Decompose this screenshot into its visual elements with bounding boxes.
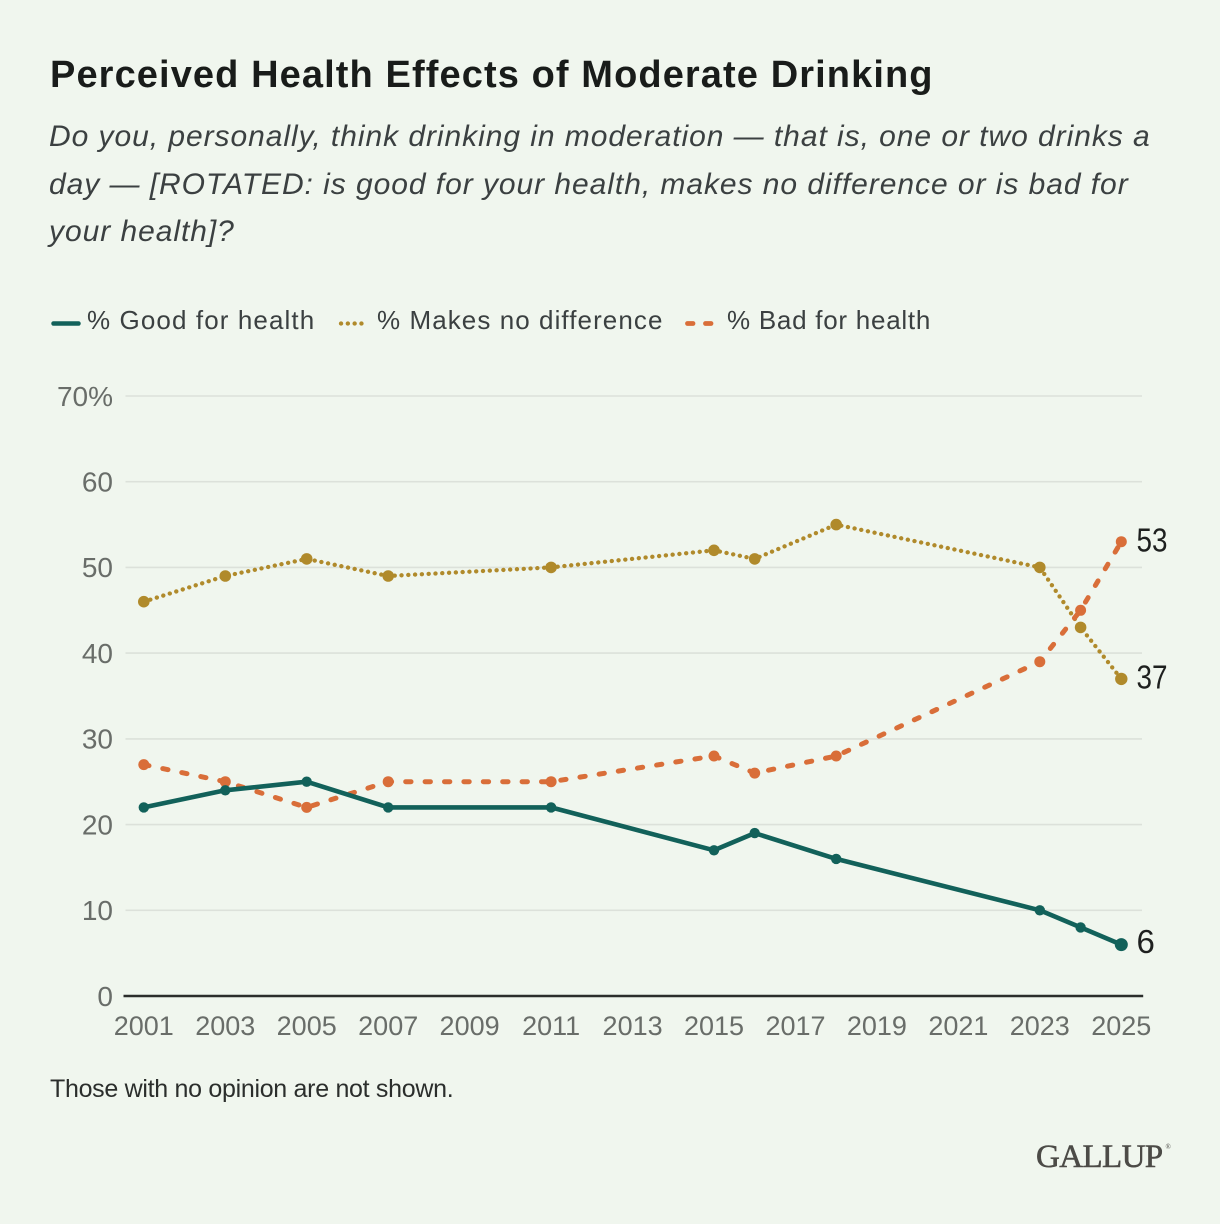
svg-text:2023: 2023 <box>1010 1011 1070 1041</box>
svg-text:2001: 2001 <box>114 1011 174 1041</box>
svg-text:0: 0 <box>97 981 113 1012</box>
svg-text:37: 37 <box>1137 658 1168 695</box>
svg-text:2011: 2011 <box>522 1011 580 1041</box>
svg-text:40: 40 <box>82 638 113 669</box>
svg-text:2005: 2005 <box>277 1011 337 1041</box>
svg-text:2021: 2021 <box>928 1011 988 1041</box>
svg-text:30: 30 <box>82 724 113 755</box>
svg-text:70%: 70% <box>57 381 113 412</box>
svg-text:53: 53 <box>1137 521 1168 558</box>
svg-text:2013: 2013 <box>603 1011 663 1041</box>
svg-text:20: 20 <box>82 809 113 840</box>
svg-text:60: 60 <box>82 467 113 498</box>
svg-text:2017: 2017 <box>765 1011 825 1041</box>
svg-text:2019: 2019 <box>847 1011 907 1041</box>
svg-text:2007: 2007 <box>358 1011 418 1041</box>
svg-text:50: 50 <box>82 552 113 583</box>
svg-text:2015: 2015 <box>684 1011 744 1041</box>
svg-text:2009: 2009 <box>440 1011 500 1041</box>
svg-text:2025: 2025 <box>1091 1011 1151 1041</box>
svg-text:2003: 2003 <box>195 1011 255 1041</box>
svg-text:6: 6 <box>1137 923 1155 960</box>
svg-text:10: 10 <box>82 895 113 926</box>
